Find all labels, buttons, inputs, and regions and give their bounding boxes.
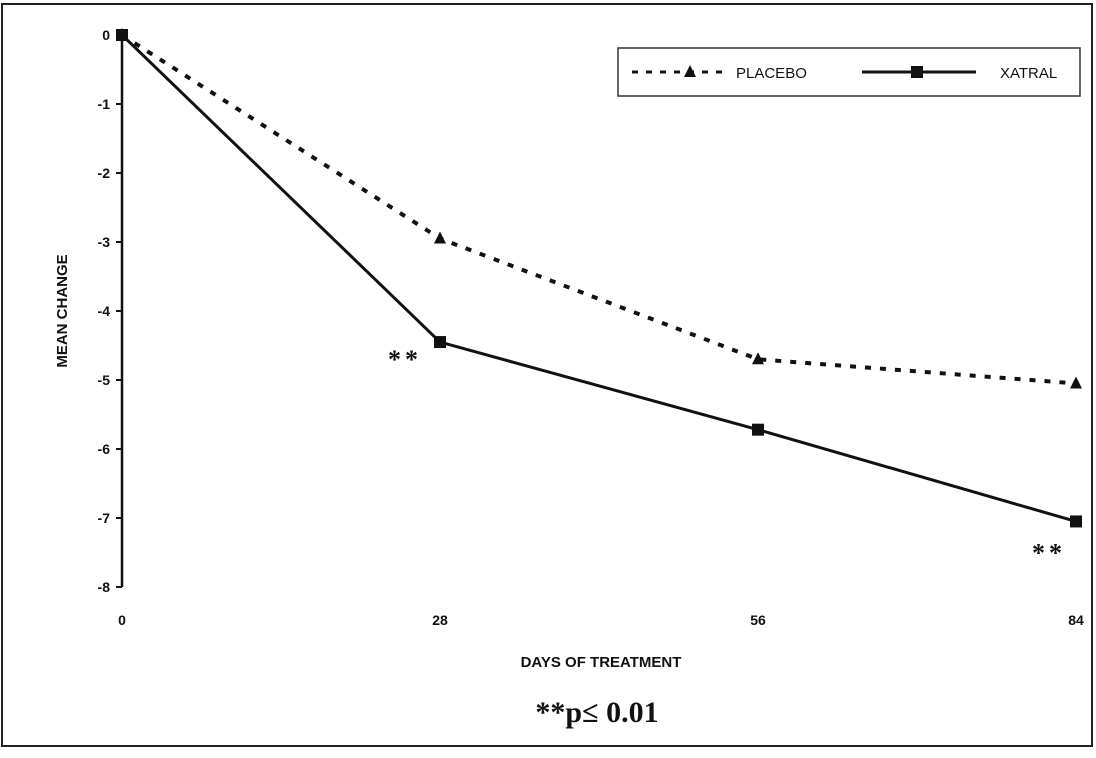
y-tick-label: -4	[98, 303, 111, 319]
data-point-triangle	[434, 231, 446, 244]
data-point-square	[434, 336, 446, 349]
data-point-triangle	[752, 352, 764, 365]
y-tick-label: -6	[98, 441, 111, 457]
data-point-square	[1070, 515, 1082, 528]
legend-box	[617, 47, 1081, 97]
annotations: ** **	[388, 345, 1066, 567]
x-tick-label: 56	[750, 612, 766, 628]
y-tick-label: -7	[98, 510, 111, 526]
y-tick-label: -2	[98, 165, 111, 181]
data-point-square	[752, 423, 764, 436]
series-xatral	[116, 29, 1082, 528]
data-point-triangle	[1070, 376, 1082, 389]
significance-footnote: **p≤ 0.01	[535, 696, 658, 729]
series-line-xatral	[120, 33, 1077, 523]
significance-marker: **	[388, 345, 422, 374]
y-axis-title: MEAN CHANGE	[54, 254, 71, 367]
axes: 0 -1 -2 -3 -4 -5 -6 -7 -8 0 28 56 84	[98, 27, 1084, 628]
y-tick-label: -8	[98, 579, 111, 595]
significance-marker: **	[1032, 538, 1066, 567]
legend-label: XATRAL	[1000, 65, 1057, 82]
series-layer	[116, 28, 1082, 528]
legend-item-placebo: PLACEBO	[632, 65, 807, 82]
x-axis-title: DAYS OF TREATMENT	[521, 654, 682, 671]
data-point-square	[116, 29, 128, 41]
x-tick-label: 28	[432, 612, 448, 628]
y-tick-label: -5	[98, 372, 111, 388]
y-tick-label: 0	[102, 27, 110, 43]
legend-item-xatral: XATRAL	[862, 65, 1057, 82]
y-tick-label: -3	[98, 234, 111, 250]
x-tick-label: 84	[1068, 612, 1084, 628]
legend-label: PLACEBO	[736, 65, 807, 82]
x-tick-label: 0	[118, 612, 126, 628]
legend: PLACEBO XATRAL	[617, 47, 1081, 97]
y-tick-label: -1	[98, 96, 111, 112]
chart-border	[1, 3, 1093, 747]
legend-marker-square	[911, 66, 923, 78]
legend-marker-triangle	[684, 65, 696, 77]
